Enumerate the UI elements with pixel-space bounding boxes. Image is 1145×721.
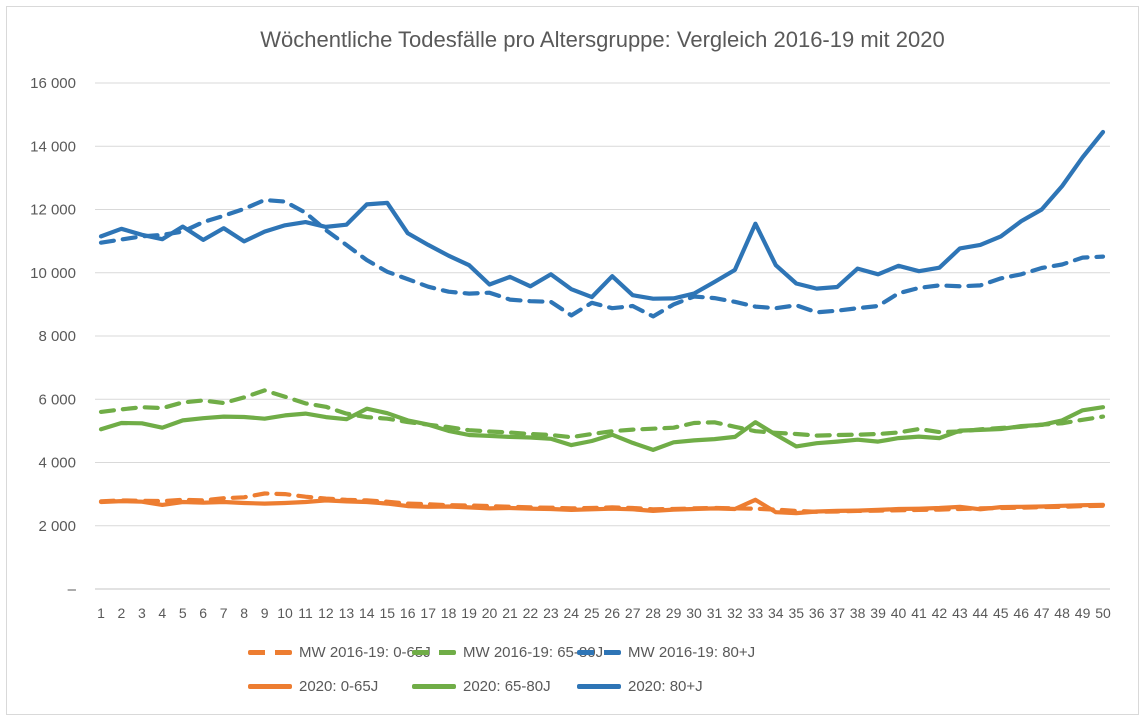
y-tick-label: 2 000: [38, 518, 76, 535]
y-tick-label: 8 000: [38, 328, 76, 345]
x-tick-label: 37: [829, 605, 845, 621]
x-tick-label: 38: [850, 605, 866, 621]
legend-swatch-dashed-blue: [577, 649, 621, 655]
legend-swatch-dashed-green: [412, 649, 456, 655]
series-line-2020-80+J: [98, 129, 1106, 301]
legend-swatch-dashed-orange: [248, 649, 292, 655]
x-tick-label: 31: [707, 605, 723, 621]
legend-item-mw-65-80: MW 2016-19: 65-80J: [412, 643, 604, 661]
legend-label: 2020: 65-80J: [463, 677, 551, 695]
x-tick-label: 27: [625, 605, 641, 621]
x-tick-label: 40: [891, 605, 907, 621]
y-tick-label: 14 000: [30, 138, 76, 155]
y-tick-label: –: [68, 581, 77, 598]
x-tick-label: 49: [1075, 605, 1091, 621]
legend-label: 2020: 80+J: [628, 677, 703, 695]
x-tick-label: 34: [768, 605, 784, 621]
legend-item-2020-80plus: 2020: 80+J: [577, 677, 703, 695]
x-tick-label: 22: [523, 605, 539, 621]
x-tick-label: 32: [727, 605, 743, 621]
y-tick-label: 4 000: [38, 455, 76, 472]
x-tick-label: 11: [298, 605, 313, 621]
x-tick-label: 3: [138, 605, 146, 621]
y-tick-label: 6 000: [38, 391, 76, 408]
x-tick-label: 28: [645, 605, 661, 621]
y-tick-label: 10 000: [30, 265, 76, 282]
x-tick-label: 13: [339, 605, 355, 621]
legend-label: MW 2016-19: 0-65J: [299, 643, 431, 661]
x-tick-label: 12: [318, 605, 334, 621]
x-tick-label: 16: [400, 605, 416, 621]
x-tick-label: 7: [220, 605, 228, 621]
legend-swatch-solid-green: [412, 683, 456, 689]
legend-label: MW 2016-19: 80+J: [628, 643, 756, 661]
legend-item-2020-0-65: 2020: 0-65J: [248, 677, 379, 695]
x-tick-label: 41: [911, 605, 927, 621]
x-tick-label: 44: [973, 605, 989, 621]
x-tick-label: 46: [1013, 605, 1029, 621]
x-tick-label: 18: [441, 605, 457, 621]
series-line-2020-0-65J: [98, 497, 1106, 516]
x-tick-label: 39: [870, 605, 886, 621]
x-tick-label: 21: [502, 605, 518, 621]
x-tick-label: 43: [952, 605, 968, 621]
x-tick-label: 19: [461, 605, 477, 621]
x-tick-label: 47: [1034, 605, 1050, 621]
x-tick-label: 35: [789, 605, 805, 621]
x-tick-label: 14: [359, 605, 375, 621]
x-tick-label: 48: [1054, 605, 1070, 621]
x-tick-label: 23: [543, 605, 559, 621]
legend-label: 2020: 0-65J: [299, 677, 379, 695]
x-tick-label: 17: [420, 605, 436, 621]
x-tick-label: 42: [932, 605, 948, 621]
legend-item-mw-0-65: MW 2016-19: 0-65J: [248, 643, 431, 661]
x-tick-label: 33: [748, 605, 764, 621]
x-tick-label: 45: [993, 605, 1009, 621]
x-tick-label: 29: [666, 605, 682, 621]
chart-title: Wöchentliche Todesfälle pro Altersgruppe…: [260, 27, 945, 52]
x-tick-label: 1: [97, 605, 105, 621]
x-tick-label: 36: [809, 605, 825, 621]
legend-swatch-solid-blue: [577, 683, 621, 689]
series-line-MW-2016-19-65-80J: [98, 388, 1106, 440]
y-tick-label: 12 000: [30, 202, 76, 219]
x-tick-label: 15: [380, 605, 396, 621]
series-line-2020-65-80J: [98, 405, 1106, 452]
x-tick-label: 9: [261, 605, 269, 621]
y-tick-label: 16 000: [30, 75, 76, 92]
x-tick-label: 25: [584, 605, 600, 621]
x-tick-label: 24: [564, 605, 580, 621]
x-tick-label: 10: [277, 605, 293, 621]
legend-swatch-solid-orange: [248, 683, 292, 689]
x-tick-label: 8: [240, 605, 248, 621]
legend-item-2020-65-80: 2020: 65-80J: [412, 677, 551, 695]
x-tick-label: 26: [604, 605, 620, 621]
x-tick-label: 20: [482, 605, 498, 621]
legend-label: MW 2016-19: 65-80J: [463, 643, 604, 661]
x-tick-label: 50: [1095, 605, 1111, 621]
x-tick-label: 30: [686, 605, 702, 621]
x-tick-label: 5: [179, 605, 187, 621]
x-tick-label: 6: [199, 605, 207, 621]
series-line-MW-2016-19-80+J: [98, 197, 1106, 319]
x-tick-label: 2: [118, 605, 126, 621]
x-tick-label: 4: [158, 605, 166, 621]
legend-item-mw-80plus: MW 2016-19: 80+J: [577, 643, 756, 661]
